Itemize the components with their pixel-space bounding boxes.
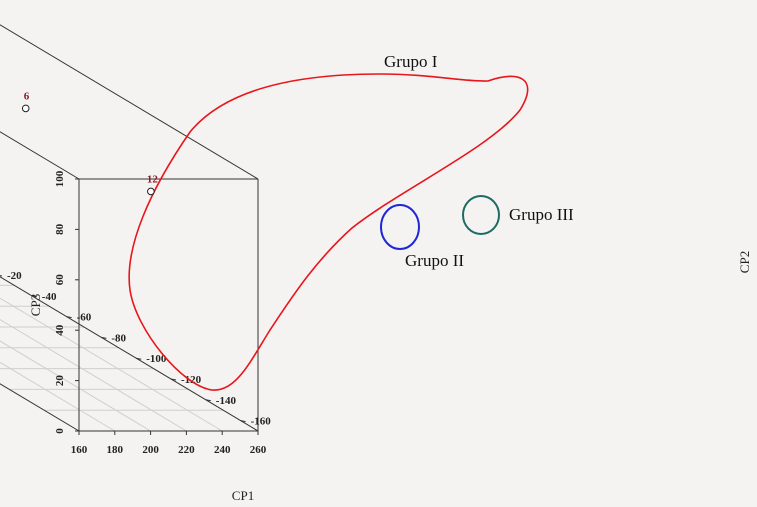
- box-edge: [0, 131, 80, 180]
- group-i-label: Grupo I: [384, 52, 438, 71]
- y-tick-label: -20: [7, 270, 22, 282]
- grid-line-x: [0, 319, 187, 432]
- grid-line-x: [0, 340, 151, 432]
- z-tick-label: 40: [54, 324, 66, 336]
- z-tick-label: 0: [54, 428, 66, 434]
- group-outlines: [128, 73, 529, 391]
- data-point-12: [147, 187, 155, 196]
- x-axis-label: CP1: [232, 488, 254, 503]
- axis-ticks: 1601802002202402600-20-40-60-80-100-120-…: [0, 170, 271, 456]
- y-tick-mark: [31, 295, 37, 298]
- y-tick-mark: [101, 336, 107, 339]
- x-tick-label: 180: [107, 444, 124, 456]
- grid-line-x: [0, 361, 116, 432]
- x-tick-label: 260: [250, 444, 267, 456]
- y-tick-label: -140: [216, 395, 237, 407]
- y-tick-mark: [136, 357, 142, 360]
- data-points: 123456789101112: [21, 90, 159, 196]
- data-point-label-12: 12: [147, 173, 159, 185]
- z-tick-label: 100: [54, 170, 66, 187]
- group-ii-outline: [380, 204, 420, 250]
- y-tick-mark: [205, 399, 211, 402]
- box-edge: [0, 24, 259, 180]
- x-tick-label: 200: [142, 444, 159, 456]
- y-tick-mark: [240, 420, 246, 423]
- x-tick-label: 240: [214, 444, 231, 456]
- box-edge: [0, 276, 259, 432]
- x-tick-label: 160: [71, 444, 88, 456]
- y-tick-mark: [0, 275, 3, 277]
- z-tick-label: 80: [54, 223, 66, 235]
- y-tick-mark: [170, 378, 177, 381]
- y-tick-label: -160: [251, 416, 272, 428]
- group-i-outline: [128, 73, 529, 391]
- z-axis-label: CP3: [28, 294, 43, 316]
- group-iii-outline: [462, 195, 500, 235]
- y-tick-mark: [66, 316, 72, 319]
- z-tick-label: 20: [54, 375, 66, 387]
- data-point-label-6: 6: [24, 90, 30, 102]
- y-tick-label: -100: [146, 353, 167, 365]
- x-tick-label: 220: [178, 444, 195, 456]
- y-axis-label: CP2: [737, 251, 752, 273]
- z-tick-label: 60: [54, 274, 66, 286]
- y-tick-label: -60: [77, 312, 92, 324]
- group-ii-label: Grupo II: [405, 251, 464, 270]
- data-point-6: [21, 104, 30, 113]
- plot-box: [0, 24, 259, 432]
- y-tick-label: -40: [42, 291, 57, 303]
- box-edge: [0, 383, 80, 432]
- grid-line-x: [0, 297, 223, 432]
- group-iii-label: Grupo III: [509, 205, 574, 224]
- y-tick-label: -80: [111, 332, 126, 344]
